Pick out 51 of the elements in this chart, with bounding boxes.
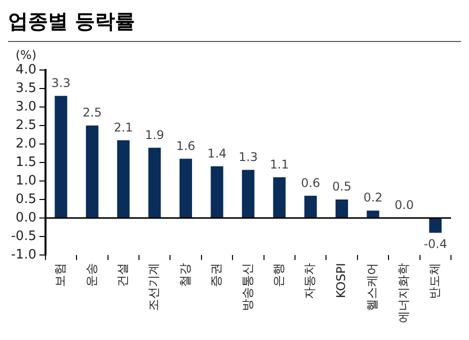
y-tick-label: 0.5 [16, 192, 36, 207]
x-tick-label: 철강 [178, 263, 192, 287]
data-label: 0.0 [394, 198, 414, 212]
bar [54, 96, 68, 218]
data-label: 2.5 [82, 106, 102, 120]
data-label: 0.6 [301, 176, 320, 190]
data-label: 0.2 [363, 190, 383, 205]
y-tick-label: 4.0 [16, 62, 36, 78]
data-label: 0.5 [332, 180, 352, 194]
y-tick-label: 2.5 [16, 118, 36, 133]
data-label: -0.4 [424, 236, 448, 251]
x-tick-label: KOSPI [334, 263, 348, 298]
data-label: 2.1 [114, 120, 133, 134]
bar [429, 218, 442, 233]
chart-title: 업종별 등락률 [8, 8, 461, 42]
bar [366, 210, 380, 218]
y-tick-label: 0.0 [16, 210, 36, 226]
bar [148, 148, 161, 218]
y-tick-label: -1.0 [10, 247, 36, 262]
bar [117, 140, 130, 218]
data-label: 1.4 [207, 146, 227, 160]
x-tick-label: 조선기계 [146, 263, 161, 311]
y-tick-label: 3.5 [16, 80, 36, 96]
data-label: 3.3 [51, 76, 71, 90]
y-tick-label: -0.5 [10, 228, 36, 244]
bar [273, 177, 286, 218]
y-tick-label: 3.0 [16, 99, 36, 114]
bar [242, 170, 254, 218]
x-tick-label: 방송통신 [240, 263, 254, 311]
data-label: 1.1 [270, 157, 289, 172]
data-label: 1.3 [238, 150, 258, 164]
bar [210, 166, 224, 218]
x-tick-label: 반도체 [428, 263, 442, 299]
bar [86, 126, 98, 218]
bar [304, 196, 317, 218]
y-tick-label: 1.5 [16, 154, 36, 170]
data-label: 1.9 [145, 128, 164, 142]
x-tick-label: 증권 [209, 263, 224, 287]
x-tick-label: 에너지화학 [396, 263, 410, 323]
x-tick-label: 보험 [53, 263, 68, 287]
y-tick-label: 2.0 [16, 136, 36, 152]
bar [180, 158, 192, 218]
x-tick-label: 헬스케어 [365, 263, 380, 311]
x-tick-label: 건설 [115, 263, 130, 287]
bar [336, 200, 348, 218]
y-tick-label: 1.0 [16, 173, 36, 188]
data-label: 1.6 [176, 138, 196, 153]
x-tick-label: 운송 [84, 263, 98, 287]
x-tick-label: 은행 [272, 263, 286, 287]
x-tick-label: 자동차 [302, 263, 317, 299]
y-axis-title: (%) [16, 48, 36, 62]
